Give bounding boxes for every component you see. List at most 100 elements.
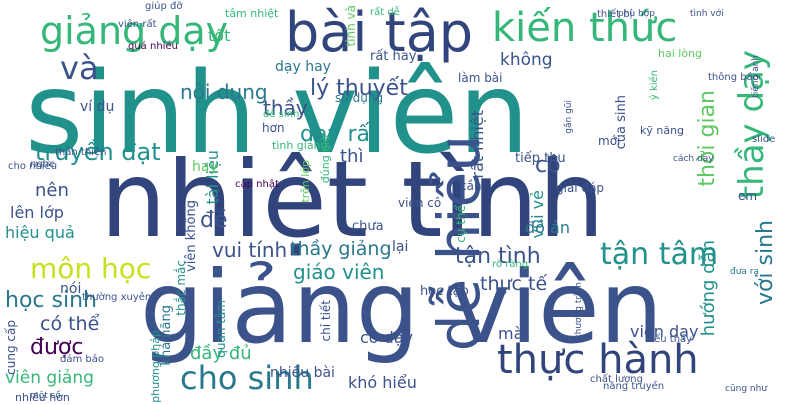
word-chương-trình: chương trình bbox=[574, 282, 584, 340]
word-slide: slide bbox=[752, 134, 776, 145]
word-nên: nên bbox=[35, 180, 69, 201]
word-cô-dạy: cô dạy bbox=[360, 328, 414, 347]
word-mới: mới bbox=[598, 134, 621, 148]
word-lý-thuyết: lý thuyết bbox=[310, 76, 408, 101]
word-được: được bbox=[30, 335, 84, 360]
word-thắc-mắc: thắc mắc bbox=[174, 260, 188, 316]
word-nói: nói bbox=[60, 281, 82, 297]
word-viên-giảng: viên giảng bbox=[5, 368, 94, 388]
word-giảng-dạy: giảng dạy bbox=[40, 9, 229, 53]
word-sinh-viên: sinh viên bbox=[25, 49, 530, 179]
word-nghe: nghe bbox=[30, 159, 56, 170]
word-thông-báo: thông báo bbox=[708, 72, 759, 83]
word-đảm-bảo: đảm bảo bbox=[60, 354, 104, 365]
word-kiến-thức: kiến thức bbox=[492, 5, 678, 51]
word-mà: mà bbox=[498, 324, 524, 343]
word-bài-tập: bài tập bbox=[285, 1, 474, 64]
word-giảng-viên: giảng viên bbox=[140, 249, 664, 366]
word-trên-lớp: trên lớp bbox=[299, 160, 312, 203]
word-hai-lòng: hai lòng bbox=[658, 47, 703, 60]
word-tình-giảng: tình giảng bbox=[272, 139, 328, 152]
word-chất-lượng: chất lượng bbox=[590, 374, 643, 385]
word-phù-hợp: phù hợp bbox=[618, 9, 655, 19]
word-cách-dạy: cách dạy bbox=[673, 154, 714, 164]
word-dạy-hay: dạy hay bbox=[275, 59, 331, 75]
word-nhiều-bài: nhiều bài bbox=[270, 365, 335, 381]
word-lên-lớp: lên lớp bbox=[10, 203, 64, 222]
word-không: không bbox=[500, 50, 553, 70]
word-cung-cấp: cung cấp bbox=[4, 320, 18, 375]
word-giải-đáp: giải đáp bbox=[556, 181, 605, 195]
word-rất-dễ: rất dễ bbox=[370, 7, 400, 18]
word-đưa-ra: đưa ra bbox=[730, 267, 760, 277]
word-lại: lại bbox=[392, 239, 409, 255]
word-tận-tình: tận tình bbox=[455, 244, 541, 269]
word-năng-truyền: năng truyền bbox=[603, 381, 665, 392]
word-thực-hành: thực hành bbox=[497, 337, 699, 383]
word-đề-sinh: đề sinh bbox=[263, 109, 300, 120]
word-thân-thiện: thân thiện bbox=[55, 147, 107, 158]
word-cần: cần bbox=[460, 179, 482, 193]
word-rất-nhiệt: rất nhiệt bbox=[468, 110, 487, 179]
word-cô: cô bbox=[535, 153, 561, 178]
word-truyền-đạt: truyền đạt bbox=[35, 138, 161, 166]
word-viên-cô: viên cô bbox=[398, 196, 442, 210]
word-tình-và: tình và bbox=[344, 5, 358, 47]
word-phương-pháp: phương pháp bbox=[149, 330, 162, 403]
word-tận-tâm: tận tâm bbox=[600, 237, 719, 272]
word-cập-nhật: cập nhật bbox=[235, 179, 279, 190]
word-học-sinh: học sinh bbox=[5, 288, 97, 313]
word-vui-tính: vui tính bbox=[212, 238, 288, 262]
word-giúp-đỡ: giúp đỡ bbox=[145, 1, 183, 12]
word-chỉ-tiết: chỉ tiết bbox=[319, 300, 333, 342]
word-và: và bbox=[60, 49, 99, 87]
word-tâm-nhiệt: tâm nhiệt bbox=[225, 7, 279, 20]
word-viên-dạy: viên dạy bbox=[630, 322, 699, 341]
word-giáo-viên: giáo viên bbox=[293, 260, 385, 284]
word-học-tập: học tập bbox=[420, 284, 469, 299]
word-thực-tế: thực tế bbox=[480, 273, 548, 295]
word-dạy-rất: dạy rất bbox=[300, 122, 379, 147]
word-thiết-bị: thiết bị bbox=[597, 9, 633, 20]
word-kỹ-năng: kỹ năng bbox=[640, 124, 685, 137]
word-đề: đề bbox=[200, 208, 228, 233]
word-viên-rất: viên rất bbox=[118, 19, 157, 30]
word-cho-sinh: cho sinh bbox=[180, 359, 314, 397]
word-với-sinh: với sinh bbox=[753, 220, 778, 306]
word-tình-với: tình với bbox=[690, 9, 724, 19]
word-sử-dụng: sử dụng bbox=[335, 91, 384, 105]
word-em: em bbox=[738, 189, 758, 203]
word-cho-nhiều: cho nhiều bbox=[8, 161, 58, 172]
word-nhiều-hơn: nhiều hơn bbox=[15, 391, 70, 404]
word-quá-nhiều: quá nhiều bbox=[128, 41, 178, 52]
word-tiếp-thu: tiếp thu bbox=[515, 151, 566, 166]
word-ví-dụ: ví dụ bbox=[80, 99, 115, 115]
word-quan-tâm: quan tâm bbox=[214, 300, 228, 358]
word-có-thể: có thể bbox=[40, 313, 100, 335]
word-tốt: tốt bbox=[208, 26, 231, 45]
word-nội-dung: nội dung bbox=[180, 80, 268, 104]
word-khó-hiểu: khó hiểu bbox=[348, 373, 417, 392]
word-thầy: thầy bbox=[263, 96, 308, 120]
word-thầy-giảng: thầy giảng bbox=[290, 238, 392, 260]
word-hướng-dẫn: hướng dẫn bbox=[698, 240, 719, 337]
word-rất-hay: rất hay bbox=[370, 49, 417, 64]
word-ý-kiến: ý kiến bbox=[649, 70, 660, 101]
word-đầy-đủ: đầy đủ bbox=[190, 343, 252, 364]
word-nhiệt-tình: nhiệt tình bbox=[100, 139, 605, 261]
word-đồ-án: đồ án bbox=[525, 218, 570, 237]
word-thì: thì bbox=[340, 146, 364, 167]
word-hơn: hơn bbox=[262, 121, 285, 135]
word-hiểu-thầy: hiểu thầy bbox=[645, 334, 693, 345]
word-môn-học: môn học bbox=[30, 252, 152, 285]
word-cũng-như: cũng như bbox=[725, 384, 768, 394]
word-hay: hay bbox=[192, 159, 218, 175]
word-thời-gian: thời gian bbox=[695, 90, 720, 187]
word-tiếng-anh: tiếng anh bbox=[751, 55, 761, 98]
word-một-số: một số bbox=[30, 391, 61, 401]
word-gần-gũi: gần gũi bbox=[564, 100, 574, 134]
word-hiệu-quả: hiệu quả bbox=[5, 223, 75, 242]
word-cụ-thể: cụ thể bbox=[454, 205, 468, 243]
word-rõ-ràng: rõ ràng bbox=[492, 259, 529, 270]
